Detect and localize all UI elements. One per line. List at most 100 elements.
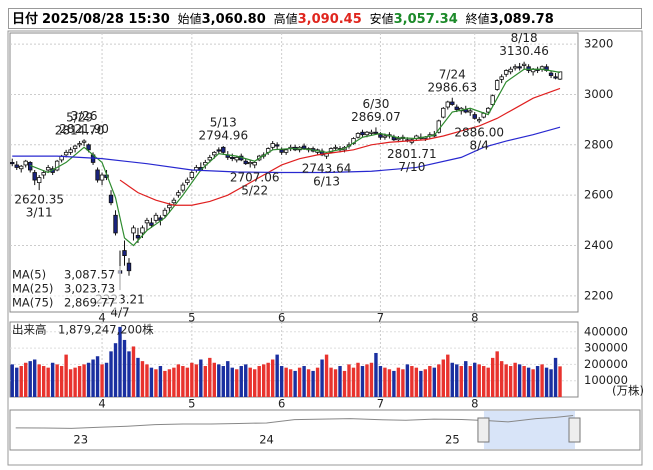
candle-body xyxy=(77,143,82,146)
volume-bar xyxy=(428,366,432,397)
candle-body xyxy=(382,135,388,138)
volume-bar xyxy=(401,369,405,397)
volume-bar xyxy=(450,362,454,397)
volume-bar xyxy=(544,367,549,397)
candle-body xyxy=(557,71,563,80)
volume-bar xyxy=(396,367,401,397)
candle-body xyxy=(149,222,154,226)
annotation-value: 2814.70 xyxy=(55,124,105,138)
volume-bar xyxy=(131,346,136,397)
volume-bar xyxy=(28,361,32,397)
volume-bar xyxy=(482,366,486,397)
volume-bar xyxy=(203,366,208,397)
ma-line xyxy=(119,87,561,206)
legend-name: MA(75) xyxy=(12,296,53,310)
volume-bar xyxy=(172,367,176,397)
volume-bar xyxy=(167,369,172,397)
candle-body xyxy=(248,162,253,165)
candle-body xyxy=(230,156,235,160)
candle-body xyxy=(445,101,450,108)
candle-body xyxy=(135,235,141,239)
candle-body xyxy=(270,143,275,148)
volume-bar xyxy=(441,359,445,397)
volume-bar xyxy=(347,364,351,397)
candle-body xyxy=(185,179,190,183)
volume-bar xyxy=(288,369,293,397)
x-tick-label: 6 xyxy=(278,397,285,411)
candle-body xyxy=(189,172,195,178)
candle-body xyxy=(180,184,186,191)
volume-bar xyxy=(55,364,59,397)
volume-bar xyxy=(158,366,163,397)
y-tick-label: 3000 xyxy=(584,87,613,101)
navigator-tick-label: 23 xyxy=(73,433,88,447)
navigator-handle[interactable] xyxy=(477,417,490,443)
volume-bar xyxy=(82,364,86,397)
candle-body xyxy=(86,144,91,151)
candle-body xyxy=(472,114,477,119)
volume-bar xyxy=(261,364,266,397)
candle-body xyxy=(508,68,513,73)
volume-bar xyxy=(558,366,562,397)
candle-body xyxy=(19,165,24,170)
field-label: 終値 xyxy=(465,12,490,26)
volume-bar xyxy=(194,364,199,397)
candle-body xyxy=(113,214,118,234)
candle-body xyxy=(517,66,522,69)
annotation-date: 6/30 xyxy=(362,97,389,111)
volume-bar xyxy=(91,359,95,397)
volume-bar xyxy=(46,367,50,397)
volume-bar xyxy=(360,366,365,397)
volume-bar xyxy=(526,367,531,397)
x-tick-label: 8 xyxy=(471,397,478,411)
annotation-date: 3/11 xyxy=(26,206,53,220)
volume-bar xyxy=(59,366,64,397)
candle-body xyxy=(212,151,217,156)
volume-bar xyxy=(499,361,504,397)
volume-bar xyxy=(86,362,91,397)
legend-value: 3,023.73 xyxy=(64,282,115,296)
volume-bar xyxy=(311,370,315,397)
annotation-value: 2986.63 xyxy=(427,80,477,94)
annotation-date: 7/10 xyxy=(398,160,425,174)
volume-bar xyxy=(190,362,194,397)
volume-bar xyxy=(199,359,203,397)
candle-body xyxy=(396,138,401,141)
volume-bar xyxy=(504,364,508,397)
volume-bar xyxy=(522,366,526,397)
candle-body xyxy=(355,133,361,138)
candle-body xyxy=(360,131,365,136)
legend-name: MA(5) xyxy=(12,268,46,282)
y-tick-label: 100000 xyxy=(584,373,628,387)
volume-bar xyxy=(284,367,288,397)
volume-bar xyxy=(64,354,68,397)
volume-bar xyxy=(342,370,347,397)
volume-bar xyxy=(517,364,522,397)
candle-body xyxy=(167,204,172,209)
candle-body xyxy=(45,167,51,171)
candle-body xyxy=(450,101,455,105)
datetime: 2025/08/28 15:30 xyxy=(42,12,170,27)
volume-bar xyxy=(374,352,378,397)
navigator-handle[interactable] xyxy=(568,417,581,443)
volume-title: 出来高 xyxy=(12,323,47,337)
annotation-date: 7/24 xyxy=(439,67,466,81)
candle-body xyxy=(122,250,127,256)
candle-body xyxy=(301,145,307,149)
candle-body xyxy=(144,219,150,224)
annotation-date: 5/29 xyxy=(66,111,93,125)
volume-bar xyxy=(356,362,360,397)
volume-bar xyxy=(508,366,513,397)
candle-body xyxy=(32,172,37,181)
annotation-value: 2620.35 xyxy=(14,193,64,207)
volume-bar xyxy=(293,370,297,397)
volume-bar xyxy=(109,351,113,397)
candle-body xyxy=(176,192,181,196)
volume-bar xyxy=(432,367,437,397)
field-value: 3,057.34 xyxy=(393,12,458,27)
candle-body xyxy=(162,209,168,216)
y-tick-label: 300000 xyxy=(584,341,628,355)
volume-bar xyxy=(419,370,423,397)
x-tick-label: 4 xyxy=(98,311,105,325)
candle-body xyxy=(131,227,136,234)
